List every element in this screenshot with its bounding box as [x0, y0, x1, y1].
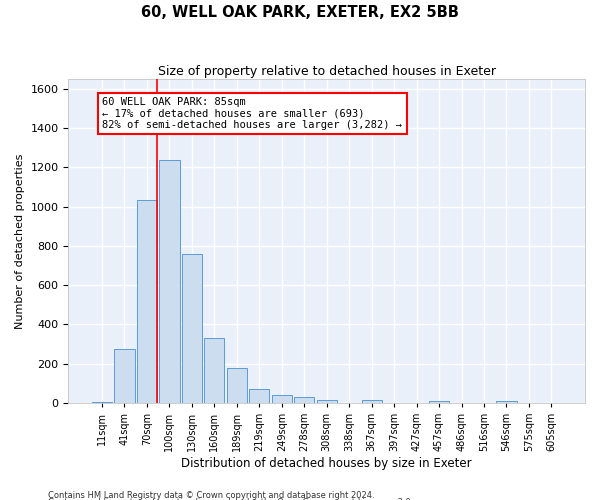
Bar — [92, 402, 112, 403]
Text: Contains public sector information licensed under the Open Government Licence v3: Contains public sector information licen… — [48, 498, 413, 500]
Bar — [137, 200, 157, 403]
Bar — [115, 349, 134, 403]
Title: Size of property relative to detached houses in Exeter: Size of property relative to detached ho… — [158, 65, 496, 78]
Y-axis label: Number of detached properties: Number of detached properties — [15, 154, 25, 328]
Bar — [317, 400, 337, 403]
Bar — [429, 401, 449, 403]
Bar — [294, 397, 314, 403]
Bar — [362, 400, 382, 403]
Text: 60, WELL OAK PARK, EXETER, EX2 5BB: 60, WELL OAK PARK, EXETER, EX2 5BB — [141, 5, 459, 20]
Bar — [249, 389, 269, 403]
Text: Contains HM Land Registry data © Crown copyright and database right 2024.: Contains HM Land Registry data © Crown c… — [48, 490, 374, 500]
Text: 60 WELL OAK PARK: 85sqm
← 17% of detached houses are smaller (693)
82% of semi-d: 60 WELL OAK PARK: 85sqm ← 17% of detache… — [103, 97, 403, 130]
Bar — [159, 160, 179, 403]
Bar — [272, 396, 292, 403]
Bar — [496, 401, 517, 403]
Bar — [204, 338, 224, 403]
Bar — [182, 254, 202, 403]
Bar — [227, 368, 247, 403]
X-axis label: Distribution of detached houses by size in Exeter: Distribution of detached houses by size … — [181, 457, 472, 470]
